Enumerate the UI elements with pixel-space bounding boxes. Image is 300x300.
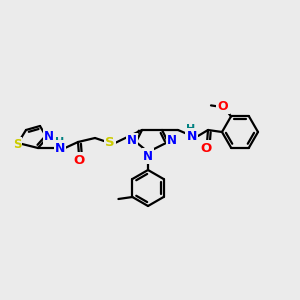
Text: O: O — [200, 142, 211, 154]
Text: N: N — [44, 130, 54, 143]
Text: N: N — [143, 149, 153, 163]
Text: S: S — [105, 136, 115, 149]
Text: O: O — [218, 100, 228, 113]
Text: N: N — [187, 130, 197, 142]
Text: N: N — [167, 134, 177, 148]
Text: H: H — [56, 137, 64, 147]
Text: N: N — [55, 142, 65, 154]
Text: O: O — [74, 154, 85, 166]
Text: S: S — [13, 139, 21, 152]
Text: H: H — [186, 124, 196, 134]
Text: N: N — [127, 134, 137, 148]
